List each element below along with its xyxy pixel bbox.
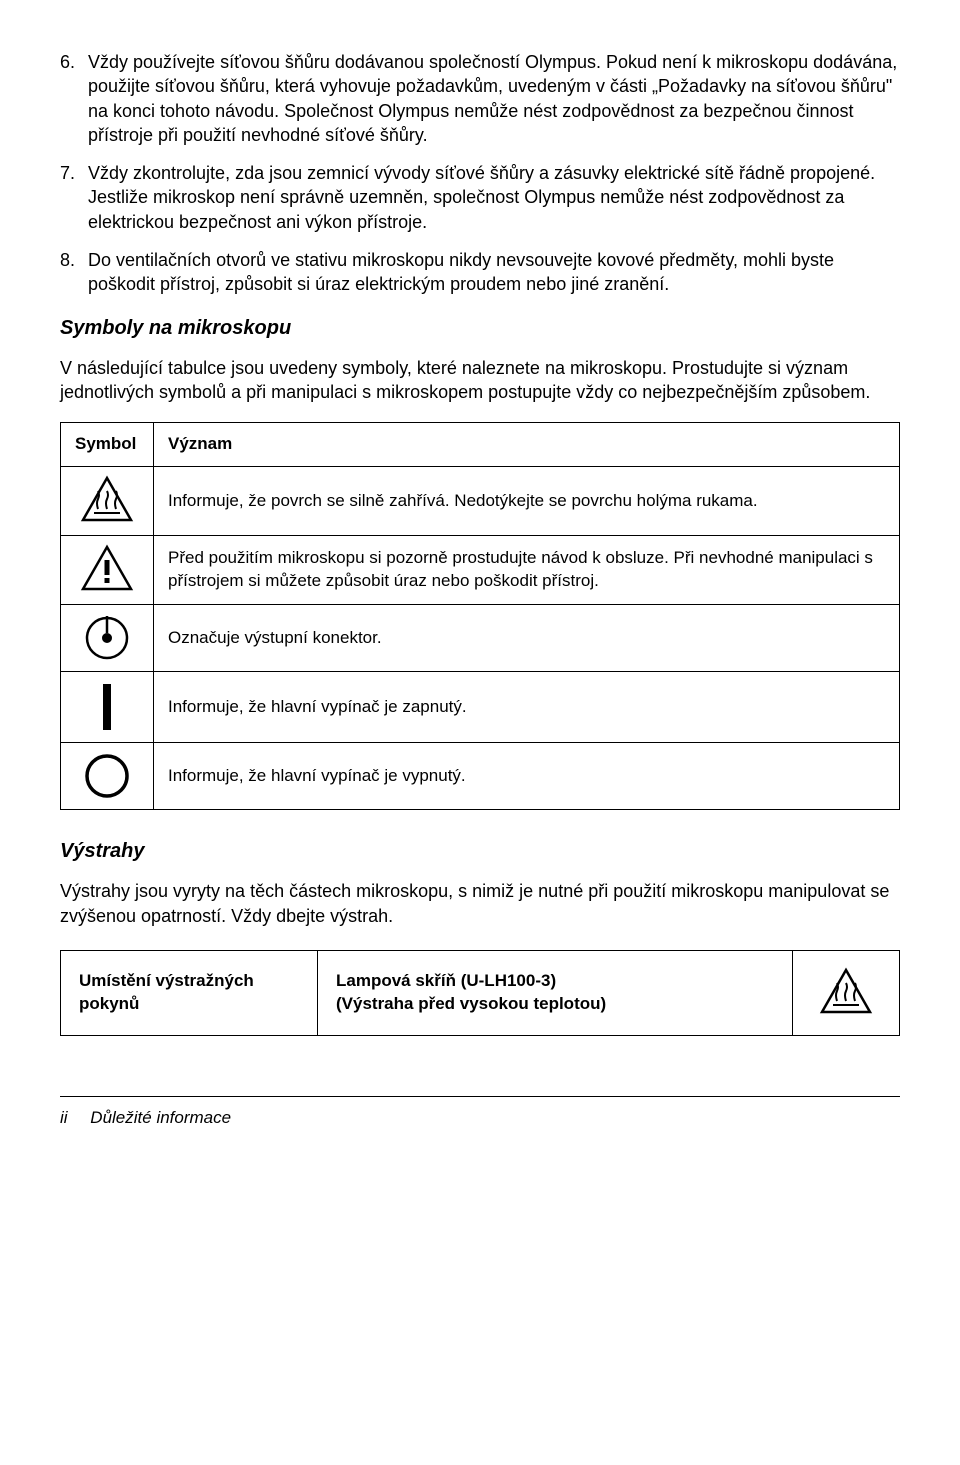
table-row: Informuje, že hlavní vypínač je vypnutý. xyxy=(61,743,900,810)
table-row: Umístění výstražných pokynů Lampová skří… xyxy=(61,950,900,1035)
warnings-heading: Výstrahy xyxy=(60,838,900,865)
list-item: 8. Do ventilačních otvorů ve stativu mik… xyxy=(60,248,900,297)
caution-icon xyxy=(61,536,154,605)
location-line1: Lampová skříň (U-LH100-3) xyxy=(336,970,774,993)
hot-surface-icon xyxy=(61,467,154,536)
location-value: Lampová skříň (U-LH100-3) (Výstraha před… xyxy=(318,950,793,1035)
list-text: Vždy zkontrolujte, zda jsou zemnicí vývo… xyxy=(88,161,900,234)
output-connector-icon xyxy=(61,605,154,672)
warnings-text: Výstrahy jsou vyryty na těch částech mik… xyxy=(60,879,900,928)
meaning-text: Informuje, že hlavní vypínač je vypnutý. xyxy=(154,743,900,810)
page-number: ii xyxy=(60,1108,68,1127)
meaning-text: Před použitím mikroskopu si pozorně pros… xyxy=(154,536,900,605)
th-symbol: Symbol xyxy=(61,423,154,467)
th-meaning: Význam xyxy=(154,423,900,467)
meaning-text: Označuje výstupní konektor. xyxy=(154,605,900,672)
power-off-icon xyxy=(61,743,154,810)
list-number: 8. xyxy=(60,248,88,297)
footer-title: Důležité informace xyxy=(90,1108,231,1127)
warning-location-table: Umístění výstražných pokynů Lampová skří… xyxy=(60,950,900,1036)
location-label: Umístění výstražných pokynů xyxy=(61,950,318,1035)
symbols-heading: Symboly na mikroskopu xyxy=(60,315,900,342)
meaning-text: Informuje, že povrch se silně zahřívá. N… xyxy=(154,467,900,536)
list-text: Vždy používejte síťovou šňůru dodávanou … xyxy=(88,50,900,147)
list-text: Do ventilačních otvorů ve stativu mikros… xyxy=(88,248,900,297)
list-item: 6. Vždy používejte síťovou šňůru dodávan… xyxy=(60,50,900,147)
meaning-text: Informuje, že hlavní vypínač je zapnutý. xyxy=(154,672,900,743)
list-number: 7. xyxy=(60,161,88,234)
power-on-icon xyxy=(61,672,154,743)
list-number: 6. xyxy=(60,50,88,147)
table-row: Informuje, že povrch se silně zahřívá. N… xyxy=(61,467,900,536)
list-item: 7. Vždy zkontrolujte, zda jsou zemnicí v… xyxy=(60,161,900,234)
table-row: Před použitím mikroskopu si pozorně pros… xyxy=(61,536,900,605)
table-row: Označuje výstupní konektor. xyxy=(61,605,900,672)
numbered-list: 6. Vždy používejte síťovou šňůru dodávan… xyxy=(60,50,900,297)
symbols-intro: V následující tabulce jsou uvedeny symbo… xyxy=(60,356,900,405)
location-line2: (Výstraha před vysokou teplotou) xyxy=(336,993,774,1016)
page-footer: ii Důležité informace xyxy=(60,1096,900,1130)
hot-surface-icon xyxy=(793,950,900,1035)
table-row: Informuje, že hlavní vypínač je zapnutý. xyxy=(61,672,900,743)
table-header-row: Symbol Význam xyxy=(61,423,900,467)
symbols-table: Symbol Význam Informuje, že povrch se si… xyxy=(60,422,900,810)
